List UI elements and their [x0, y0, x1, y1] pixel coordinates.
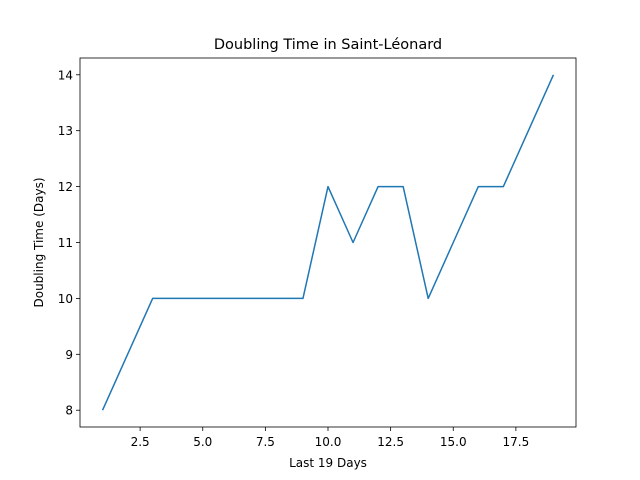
y-axis-title: Doubling Time (Days)	[32, 177, 46, 307]
y-tick-label: 13	[58, 124, 73, 138]
x-tick-label: 2.5	[131, 435, 150, 449]
x-axis-ticks: 2.5 5.0 7.5 10.0 12.5 15.0 17.5	[131, 427, 530, 449]
x-tick-label: 5.0	[193, 435, 212, 449]
y-tick-label: 9	[65, 348, 73, 362]
series-layer	[101, 74, 555, 411]
x-axis-title: Last 19 Days	[289, 456, 367, 470]
y-tick-label: 12	[58, 180, 73, 194]
x-tick-label: 12.5	[377, 435, 404, 449]
x-tick-label: 17.5	[503, 435, 530, 449]
y-axis-ticks: 8 9 10 11 12 13 14	[58, 68, 80, 418]
plot-frame	[79, 57, 577, 428]
y-tick-label: 11	[58, 236, 73, 250]
y-tick-label: 8	[65, 404, 73, 418]
x-tick-label: 15.0	[440, 435, 467, 449]
x-tick-label: 10.0	[315, 435, 342, 449]
chart-title: Doubling Time in Saint-Léonard	[214, 37, 442, 53]
y-tick-label: 10	[58, 292, 73, 306]
x-tick-label: 7.5	[256, 435, 275, 449]
y-tick-label: 14	[58, 68, 73, 82]
